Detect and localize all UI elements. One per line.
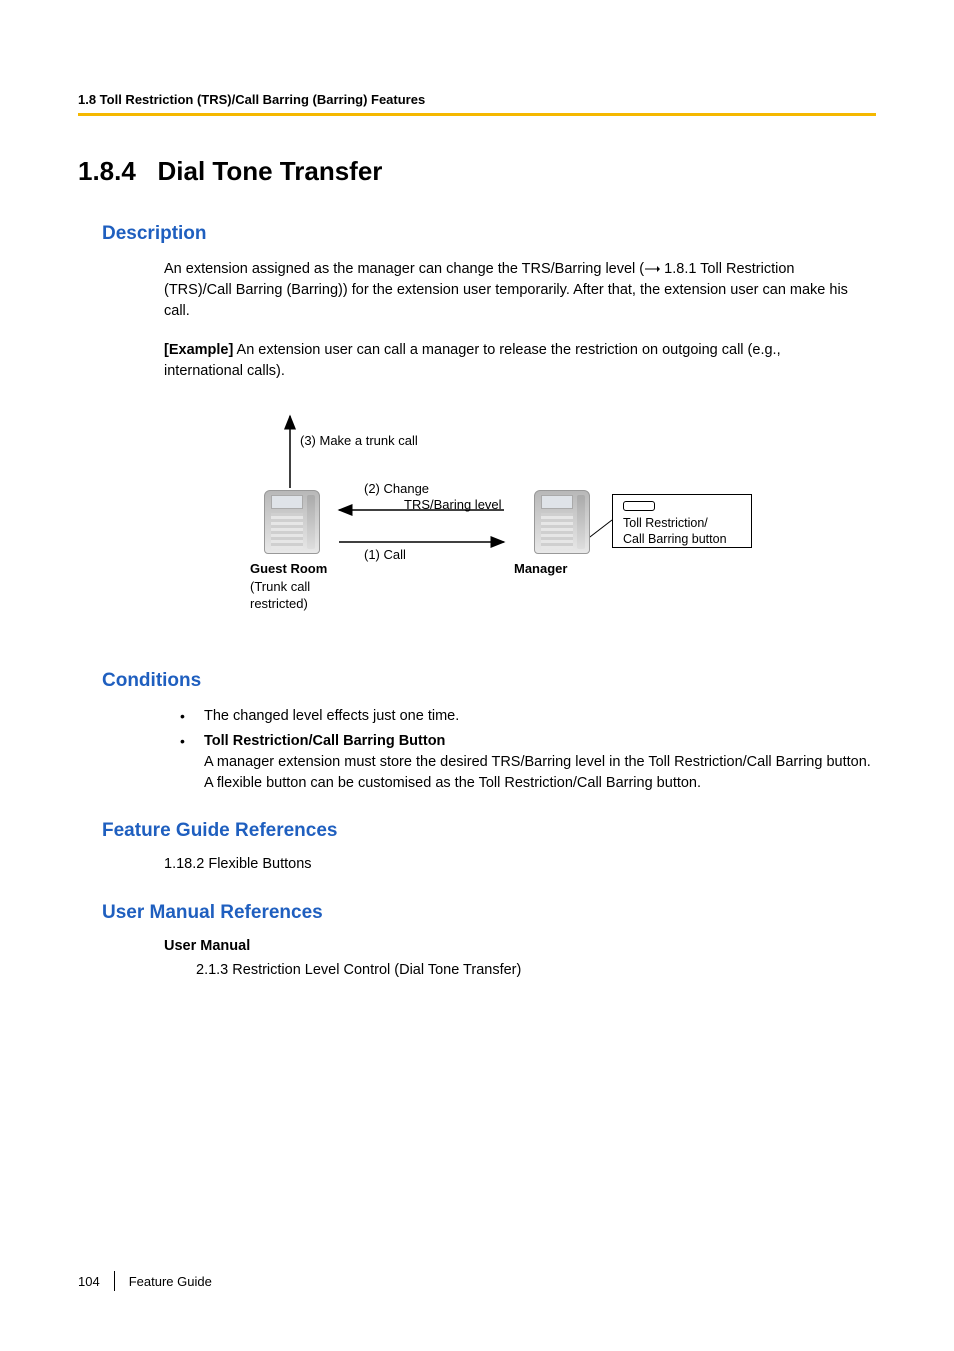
example-label: [Example] xyxy=(164,342,233,358)
diagram-step3-label: (3) Make a trunk call xyxy=(300,432,418,450)
btn-line1: Toll Restriction/ xyxy=(623,516,708,530)
page-number: 104 xyxy=(78,1274,100,1289)
description-example: [Example] An extension user can call a m… xyxy=(164,340,856,382)
manager-label: Manager xyxy=(514,560,567,578)
diagram-step2b-label: TRS/Baring level xyxy=(404,496,502,514)
guest-phone-icon xyxy=(264,490,320,554)
phone-handset xyxy=(577,495,585,549)
user-manual-subhead: User Manual xyxy=(164,938,876,954)
example-text: An extension user can call a manager to … xyxy=(164,342,781,379)
phone-handset xyxy=(307,495,315,549)
breadcrumb: 1.8 Toll Restriction (TRS)/Call Barring … xyxy=(78,92,876,107)
trs-button-box: Toll Restriction/ Call Barring button xyxy=(612,494,752,548)
section-name: Dial Tone Transfer xyxy=(158,156,383,186)
condition-1-text: The changed level effects just one time. xyxy=(204,708,459,724)
diagram-step1-label: (1) Call xyxy=(364,546,406,564)
phone-keys xyxy=(271,513,303,549)
guest-room-sub1: (Trunk call xyxy=(250,579,310,594)
arrow-right-icon xyxy=(644,264,660,274)
condition-2-text: A manager extension must store the desir… xyxy=(204,752,876,794)
section-title: 1.8.4 Dial Tone Transfer xyxy=(78,156,876,187)
description-paragraph-1: An extension assigned as the manager can… xyxy=(164,259,856,322)
footer-doc-title: Feature Guide xyxy=(129,1274,212,1289)
guest-room-sub2: restricted) xyxy=(250,596,308,611)
phone-screen xyxy=(541,495,573,509)
guest-room-label: Guest Room (Trunk call restricted) xyxy=(250,560,327,613)
description-heading: Description xyxy=(102,223,876,245)
user-ref-item: 2.1.3 Restriction Level Control (Dial To… xyxy=(196,962,876,978)
dial-tone-diagram: (3) Make a trunk call (2) Change TRS/Bar… xyxy=(164,400,784,620)
manager-title: Manager xyxy=(514,561,567,576)
feature-ref-item: 1.18.2 Flexible Buttons xyxy=(164,856,876,872)
conditions-heading: Conditions xyxy=(102,670,876,692)
btn-line2: Call Barring button xyxy=(623,532,727,546)
diagram-step2a-label: (2) Change xyxy=(364,480,429,498)
user-refs-heading: User Manual References xyxy=(102,902,876,924)
desc-p1-pre: An extension assigned as the manager can… xyxy=(164,261,644,277)
phone-keys xyxy=(541,513,573,549)
conditions-list: The changed level effects just one time.… xyxy=(164,706,876,794)
accent-rule xyxy=(78,113,876,116)
section-number: 1.8.4 xyxy=(78,156,136,186)
footer-separator xyxy=(114,1271,115,1291)
list-item: The changed level effects just one time. xyxy=(164,706,876,727)
phone-body xyxy=(534,490,590,554)
manager-phone-icon xyxy=(534,490,590,554)
guest-room-title: Guest Room xyxy=(250,561,327,576)
page-footer: 104 Feature Guide xyxy=(78,1271,212,1291)
feature-refs-heading: Feature Guide References xyxy=(102,820,876,842)
phone-body xyxy=(264,490,320,554)
phone-screen xyxy=(271,495,303,509)
condition-2-title: Toll Restriction/Call Barring Button xyxy=(204,733,445,749)
trs-button-icon xyxy=(623,501,655,511)
list-item: Toll Restriction/Call Barring Button A m… xyxy=(164,731,876,794)
